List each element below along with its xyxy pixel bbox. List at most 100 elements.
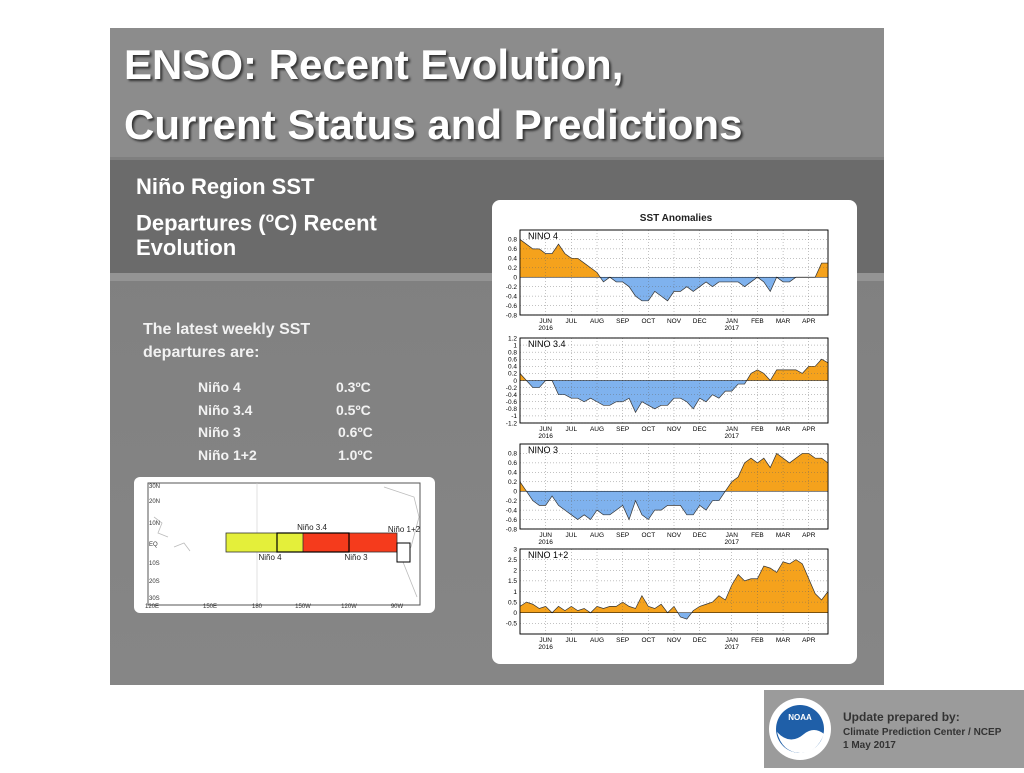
y-tick-label: 1 — [513, 342, 517, 349]
region-label: Niño 1+2 — [388, 525, 421, 534]
x-tick-label: MAR — [776, 318, 791, 325]
y-tick-label: 0.4 — [508, 470, 517, 477]
y-tick-label: -0.2 — [506, 498, 518, 505]
y-tick-label: 0.2 — [508, 479, 517, 486]
positive-area — [520, 239, 828, 278]
y-tick-label: 0.2 — [508, 265, 517, 272]
y-tick-label: 3 — [513, 546, 517, 553]
table-cell: 0.5ºC — [336, 402, 371, 418]
lat-label: 10N — [149, 521, 160, 527]
y-tick-label: 0.8 — [508, 237, 517, 244]
x-tick-label: OCT — [641, 426, 655, 433]
lon-label: 120E — [145, 604, 159, 610]
x-tick-label: DEC — [693, 426, 707, 433]
anomaly-line — [519, 452, 829, 521]
region-label: Niño 3 — [344, 553, 368, 562]
plot-border — [519, 548, 829, 635]
y-tick-label: -0.2 — [506, 385, 518, 392]
x-sub-label: 2016 — [538, 325, 553, 332]
positive-area — [520, 559, 828, 613]
x-tick-label: JAN — [726, 637, 739, 644]
y-tick-label: 0.2 — [508, 371, 517, 378]
y-tick-label: -0.4 — [506, 293, 518, 300]
table-cell: Niño 3 — [198, 424, 241, 440]
table-cell: 0.3ºC — [336, 379, 371, 395]
lat-label: 30N — [149, 484, 160, 490]
region-name: NINO 3.4 — [528, 339, 566, 349]
y-tick-label: 2 — [513, 568, 517, 575]
subtitle-part: C) Recent — [274, 210, 377, 236]
lat-label: 20N — [149, 499, 160, 505]
y-tick-label: 2.5 — [508, 557, 517, 564]
x-tick-label: JAN — [726, 426, 739, 433]
logo-text: NOAA — [788, 713, 812, 722]
x-tick-label: AUG — [590, 426, 604, 433]
title-line: Current Status and Predictions — [124, 101, 743, 148]
x-tick-label: JUN — [539, 532, 552, 539]
x-sub-label: 2016 — [538, 539, 553, 546]
charts: SST Anomalies -0.8-0.6-0.4-0.200.20.40.6… — [506, 213, 829, 651]
x-tick-label: APR — [802, 426, 816, 433]
y-tick-label: 0 — [513, 378, 517, 385]
x-tick-label: SEP — [616, 426, 629, 433]
lon-label: 150W — [295, 604, 311, 610]
coastline — [153, 486, 420, 598]
title-band — [110, 28, 884, 157]
x-tick-label: FEB — [751, 318, 764, 325]
lon-label: 180 — [252, 604, 263, 610]
y-tick-label: -0.8 — [506, 312, 518, 319]
x-tick-label: JUL — [566, 532, 578, 539]
y-tick-label: 0 — [513, 489, 517, 496]
x-tick-label: OCT — [641, 637, 655, 644]
y-tick-label: -1.2 — [506, 420, 518, 427]
region-label: Niño 3.4 — [297, 523, 327, 532]
x-tick-label: SEP — [616, 532, 629, 539]
y-tick-label: 0.4 — [508, 256, 517, 263]
x-tick-label: FEB — [751, 637, 764, 644]
footer-line: Climate Prediction Center / NCEP — [843, 727, 1002, 738]
y-tick-label: -0.4 — [506, 507, 518, 514]
table-cell: 0.6ºC — [338, 424, 373, 440]
plot-border — [519, 229, 829, 316]
y-tick-label: -0.8 — [506, 526, 518, 533]
lat-label: 30S — [149, 596, 160, 602]
lat-label: 20S — [149, 579, 160, 585]
x-tick-label: JUN — [539, 426, 552, 433]
x-sub-label: 2017 — [725, 644, 740, 651]
x-tick-label: APR — [802, 532, 816, 539]
negative-area — [600, 277, 796, 301]
footer-line: 1 May 2017 — [843, 740, 896, 751]
footer-graphic: NOAA Update prepared by: Climate Predict… — [769, 698, 1002, 760]
y-tick-label: 0 — [513, 610, 517, 617]
x-tick-label: JUL — [566, 426, 578, 433]
x-tick-label: DEC — [693, 532, 707, 539]
x-tick-label: DEC — [693, 637, 707, 644]
x-tick-label: NOV — [667, 637, 682, 644]
x-tick-label: JUN — [539, 637, 552, 644]
footer: NOAA Update prepared by: Climate Predict… — [764, 690, 1024, 768]
negative-area — [520, 380, 828, 413]
x-tick-label: MAR — [776, 426, 791, 433]
x-tick-label: SEP — [616, 637, 629, 644]
y-tick-label: 1 — [513, 589, 517, 596]
y-tick-label: 0.4 — [508, 364, 517, 371]
y-tick-label: 1.2 — [508, 335, 517, 342]
chart-panel: SST Anomalies -0.8 -0.6 -0.4 -0.2 0 0.2 0.4 0.6… — [492, 200, 857, 664]
y-tick-label: -0.5 — [506, 621, 518, 628]
y-tick-label: -0.4 — [506, 392, 518, 399]
x-tick-label: JAN — [726, 532, 739, 539]
x-tick-label: AUG — [590, 318, 604, 325]
negative-area — [526, 491, 726, 520]
y-tick-label: 0.8 — [508, 451, 517, 458]
region-name: NINO 3 — [528, 445, 558, 455]
y-tick-label: 0.5 — [508, 599, 517, 606]
lat-label: EQ — [149, 542, 158, 548]
x-tick-label: FEB — [751, 426, 764, 433]
x-tick-label: MAR — [776, 532, 791, 539]
lon-label: 120W — [341, 604, 357, 610]
subtitle-sup: o — [265, 209, 275, 225]
region-label: Niño 4 — [258, 553, 282, 562]
x-tick-label: SEP — [616, 318, 629, 325]
y-tick-label: 0.8 — [508, 349, 517, 356]
